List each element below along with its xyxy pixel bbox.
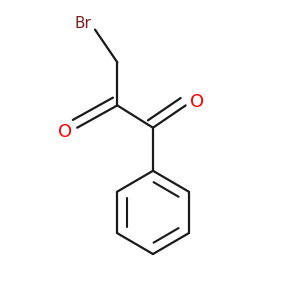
Text: O: O	[58, 123, 72, 141]
Text: Br: Br	[75, 16, 92, 31]
Text: O: O	[190, 93, 204, 111]
